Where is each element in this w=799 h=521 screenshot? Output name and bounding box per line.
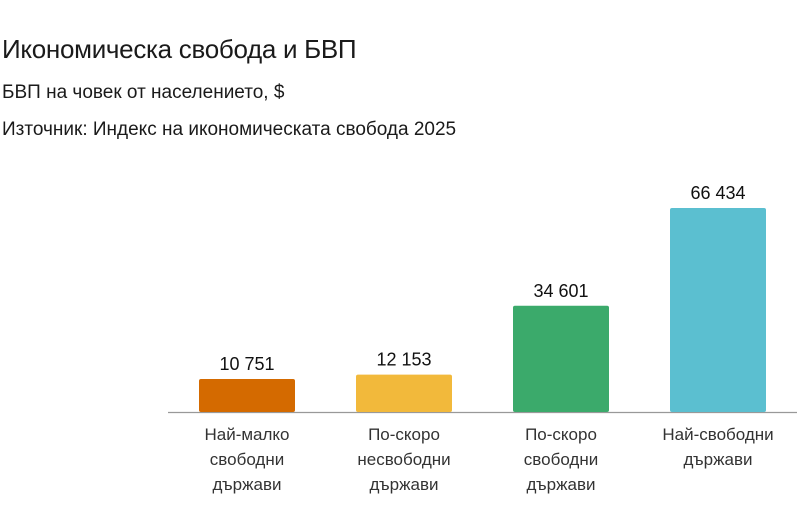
chart-title: Икономическа свобода и БВП [2, 34, 357, 64]
data-label-3: 34 601 [533, 281, 588, 301]
chart-subtitle: БВП на човек от населението, $ [2, 82, 285, 103]
category-label-1: Най-малко свободни държави [204, 425, 289, 494]
category-label-2: По-скоро несвободни държави [357, 425, 450, 494]
bar-3 [513, 305, 609, 412]
bar-2 [356, 374, 452, 412]
category-label-4: Най-свободни държави [662, 425, 773, 469]
data-label-4: 66 434 [690, 183, 745, 203]
data-label-1: 10 751 [219, 354, 274, 374]
data-label-2: 12 153 [376, 350, 431, 370]
bar-1 [199, 378, 295, 412]
chart-source: Източник: Индекс на икономическата свобо… [2, 119, 457, 140]
bar-4 [670, 208, 766, 412]
category-label-3: По-скоро свободни държави [524, 425, 598, 494]
